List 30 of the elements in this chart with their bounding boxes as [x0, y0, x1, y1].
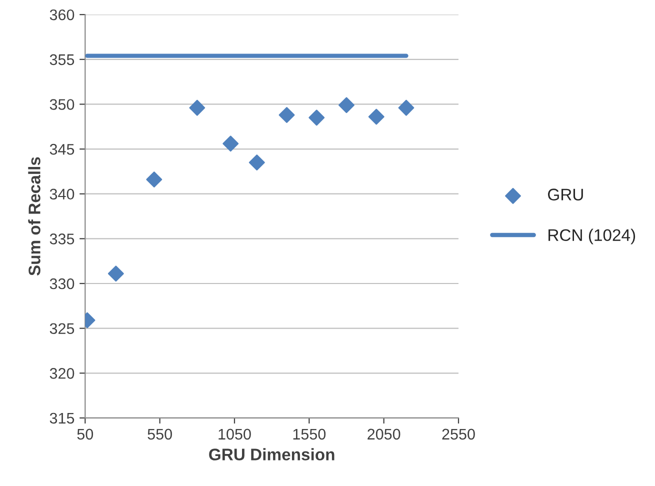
x-tick-label: 50: [77, 428, 94, 440]
y-tick-label: 325: [50, 323, 74, 334]
y-tick-label: 330: [50, 278, 74, 290]
point: [398, 100, 414, 116]
y-tick-label: 350: [50, 99, 74, 110]
y-tick-label: 335: [50, 234, 74, 244]
point: [146, 172, 162, 188]
x-tick-label: 1050: [218, 428, 251, 440]
y-tick-label: 315: [50, 412, 74, 424]
point: [222, 136, 239, 152]
y-axis-title: Sum of Recalls: [28, 157, 40, 276]
y-tick-label: 360: [50, 9, 74, 20]
point: [248, 154, 265, 170]
y-tick-label: 345: [50, 144, 74, 155]
point: [308, 110, 325, 126]
x-axis-title: GRU Dimension: [209, 448, 334, 460]
point: [108, 266, 124, 282]
y-tick-label: 340: [50, 188, 74, 200]
x-tick-label: 2050: [368, 428, 400, 440]
point: [189, 100, 206, 116]
x-tick-label: 1550: [293, 428, 326, 440]
legend-label: RCN (1024): [548, 228, 636, 244]
y-tick-label: 320: [50, 368, 74, 379]
x-tick-label: 2550: [442, 428, 475, 440]
point: [278, 107, 295, 123]
point: [368, 108, 384, 125]
y-tick-label: 355: [50, 54, 74, 66]
x-tick-label: 550: [148, 428, 172, 440]
point: [338, 97, 354, 114]
legend-label: GRU: [548, 188, 583, 200]
